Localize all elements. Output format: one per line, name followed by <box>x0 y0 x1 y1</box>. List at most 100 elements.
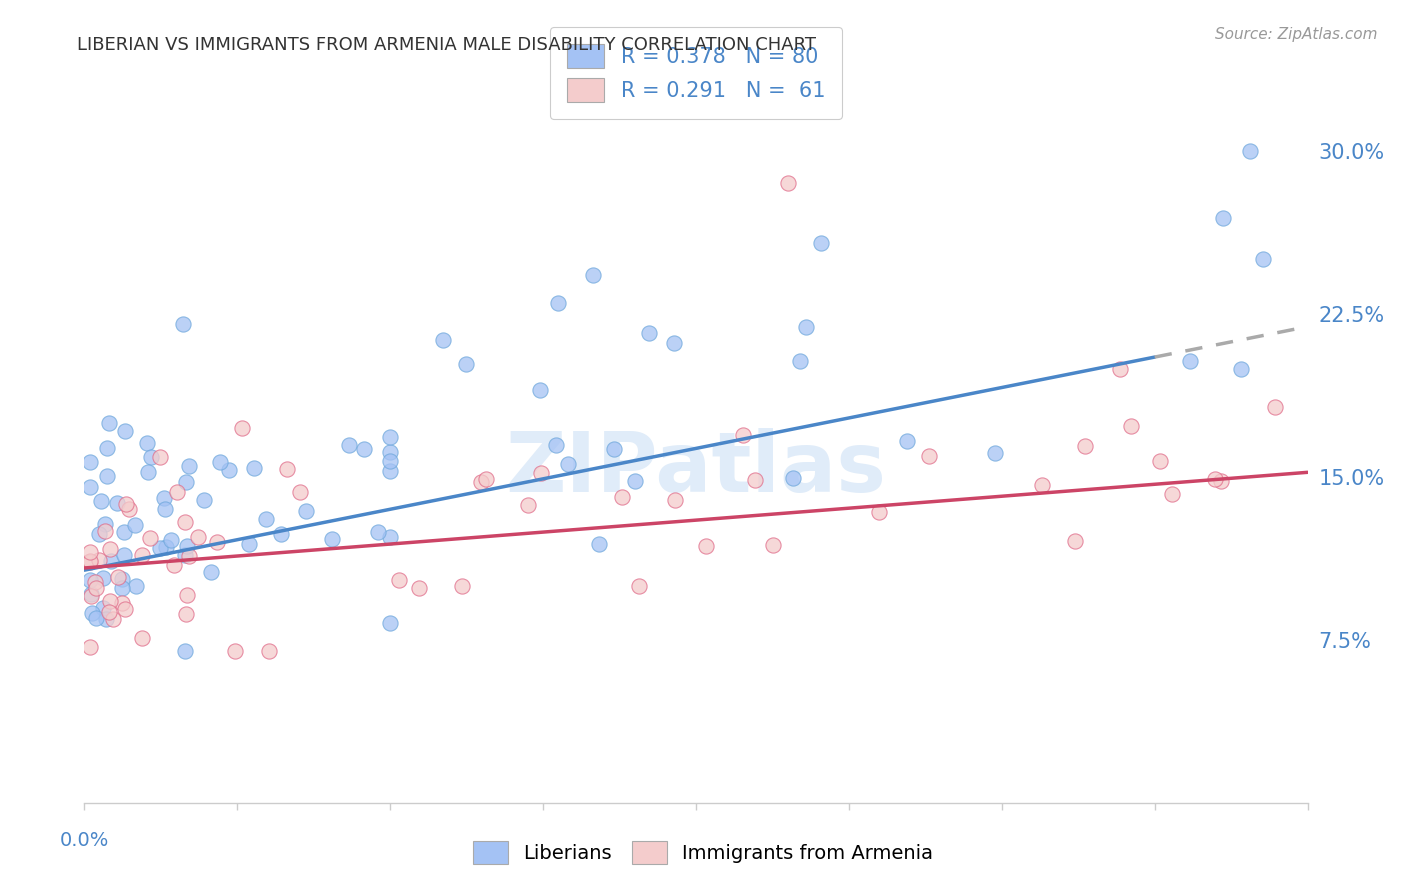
Point <box>1160 486 1182 500</box>
Point <box>984 446 1007 460</box>
Point <box>451 579 474 593</box>
Point <box>547 296 569 310</box>
Point <box>100 554 122 568</box>
Point <box>627 579 650 593</box>
Point <box>224 643 246 657</box>
Point <box>896 434 918 448</box>
Point <box>149 541 172 555</box>
Point <box>1109 362 1132 376</box>
Point <box>93 524 115 538</box>
Point <box>103 612 125 626</box>
Point <box>87 527 110 541</box>
Point <box>624 474 647 488</box>
Point <box>380 454 402 468</box>
Point <box>470 475 492 490</box>
Point <box>153 501 176 516</box>
Point <box>91 601 114 615</box>
Point <box>80 589 103 603</box>
Point <box>79 555 101 569</box>
Point <box>257 643 280 657</box>
Point <box>662 336 685 351</box>
Point <box>160 533 183 548</box>
Point <box>380 430 402 444</box>
Point <box>276 462 298 476</box>
Point <box>408 581 430 595</box>
Point <box>782 471 804 485</box>
Point <box>762 538 785 552</box>
Point <box>97 606 120 620</box>
Point <box>1230 362 1253 376</box>
Point <box>173 548 195 562</box>
Point <box>367 524 389 539</box>
Point <box>388 573 411 587</box>
Point <box>610 490 633 504</box>
Point <box>80 587 103 601</box>
Point <box>193 492 215 507</box>
Point <box>530 466 553 480</box>
Point <box>112 548 135 562</box>
Point <box>155 540 177 554</box>
Point <box>474 472 496 486</box>
Point <box>79 455 101 469</box>
Point <box>731 428 754 442</box>
Point <box>242 461 264 475</box>
Point <box>176 588 198 602</box>
Point <box>546 438 568 452</box>
Point <box>84 574 107 589</box>
Point <box>79 480 101 494</box>
Point <box>135 436 157 450</box>
Point <box>131 548 153 562</box>
Point <box>172 318 194 332</box>
Point <box>163 558 186 572</box>
Point <box>695 539 717 553</box>
Point <box>91 571 114 585</box>
Point <box>1121 418 1143 433</box>
Point <box>187 530 209 544</box>
Point <box>111 572 134 586</box>
Point <box>254 512 277 526</box>
Point <box>664 493 686 508</box>
Point <box>114 602 136 616</box>
Point <box>380 445 402 459</box>
Point <box>79 554 101 568</box>
Point <box>131 631 153 645</box>
Point <box>557 457 579 471</box>
Point <box>794 320 817 334</box>
Point <box>744 474 766 488</box>
Text: ZIPatlas: ZIPatlas <box>506 428 886 509</box>
Point <box>84 610 107 624</box>
Point <box>111 581 134 595</box>
Text: LIBERIAN VS IMMIGRANTS FROM ARMENIA MALE DISABILITY CORRELATION CHART: LIBERIAN VS IMMIGRANTS FROM ARMENIA MALE… <box>77 36 817 54</box>
Point <box>321 532 343 546</box>
Point <box>1031 478 1053 492</box>
Point <box>138 531 160 545</box>
Point <box>288 485 311 500</box>
Point <box>789 353 811 368</box>
Point <box>353 442 375 456</box>
Point <box>87 552 110 566</box>
Point <box>238 537 260 551</box>
Point <box>174 475 197 490</box>
Point <box>176 607 198 621</box>
Point <box>98 593 121 607</box>
Point <box>96 611 118 625</box>
Point <box>173 643 195 657</box>
Point <box>1074 439 1097 453</box>
Point <box>516 498 538 512</box>
Point <box>1209 474 1232 488</box>
Point <box>114 424 136 438</box>
Legend: Liberians, Immigrants from Armenia: Liberians, Immigrants from Armenia <box>463 831 943 873</box>
Point <box>105 496 128 510</box>
Point <box>1178 354 1201 368</box>
Point <box>200 565 222 579</box>
Point <box>208 455 231 469</box>
Point <box>337 437 360 451</box>
Point <box>1064 534 1087 549</box>
Point <box>638 326 661 341</box>
Point <box>96 469 118 483</box>
Point <box>90 493 112 508</box>
Point <box>1264 401 1286 415</box>
Point <box>141 450 163 464</box>
Point <box>96 442 118 456</box>
Point <box>231 421 253 435</box>
